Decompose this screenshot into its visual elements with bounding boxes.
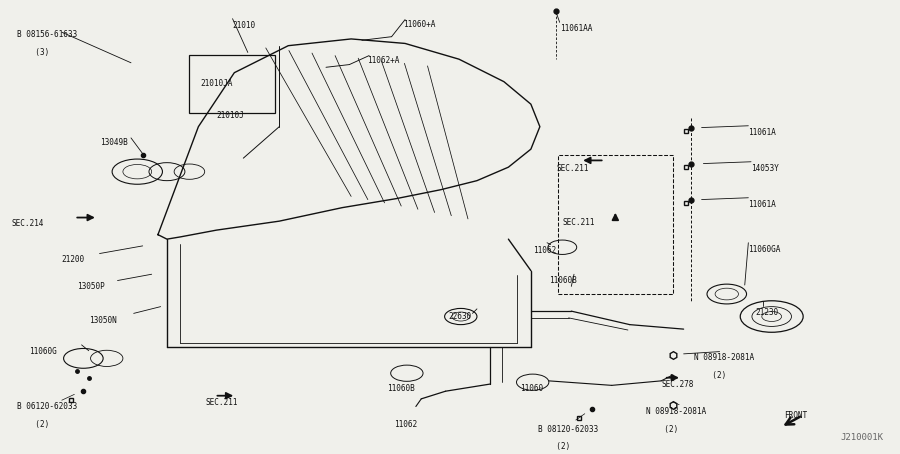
Text: 11060: 11060: [520, 384, 544, 393]
Text: 21230: 21230: [755, 307, 778, 316]
Text: B 06120-62033: B 06120-62033: [17, 402, 77, 411]
Text: 11061AA: 11061AA: [560, 24, 592, 33]
Text: FRONT: FRONT: [784, 411, 807, 420]
Text: 13050N: 13050N: [89, 316, 116, 325]
Text: 11060B: 11060B: [549, 276, 577, 285]
Text: SEC.278: SEC.278: [662, 380, 694, 389]
Text: 13049B: 13049B: [100, 138, 127, 147]
Text: 21010JA: 21010JA: [200, 79, 232, 89]
Text: 11062: 11062: [533, 246, 556, 255]
Text: 11062+A: 11062+A: [367, 55, 400, 64]
Text: N 08918-2081A: N 08918-2081A: [695, 352, 754, 361]
Text: SEC.211: SEC.211: [556, 163, 589, 173]
Text: J210001K: J210001K: [840, 434, 883, 443]
Text: 14053Y: 14053Y: [751, 163, 778, 173]
Text: (2): (2): [655, 424, 678, 434]
Text: 11060B: 11060B: [387, 384, 415, 393]
Text: 21010: 21010: [232, 21, 256, 30]
Text: 11060GA: 11060GA: [748, 245, 780, 253]
Text: N 08918-2081A: N 08918-2081A: [646, 406, 706, 415]
Text: SEC.214: SEC.214: [12, 219, 44, 228]
Text: 11061A: 11061A: [748, 200, 776, 208]
Text: 21200: 21200: [62, 255, 85, 264]
Text: 11060+A: 11060+A: [403, 20, 436, 29]
Text: B 08120-62033: B 08120-62033: [538, 424, 598, 434]
Bar: [558, 154, 673, 294]
Text: 22630: 22630: [448, 312, 472, 321]
Text: (2): (2): [704, 370, 726, 380]
Text: (2): (2): [26, 420, 49, 429]
Text: 11061A: 11061A: [748, 128, 776, 137]
Text: 21010J: 21010J: [216, 111, 244, 120]
Text: SEC.211: SEC.211: [205, 398, 238, 406]
Text: B 08156-61633: B 08156-61633: [17, 30, 77, 39]
Text: (2): (2): [547, 443, 571, 451]
Text: 11060G: 11060G: [30, 347, 58, 356]
Text: SEC.211: SEC.211: [562, 217, 595, 227]
Text: (3): (3): [26, 48, 49, 57]
Text: 13050P: 13050P: [77, 282, 104, 291]
Text: 11062: 11062: [394, 420, 418, 429]
Bar: [189, 54, 274, 113]
